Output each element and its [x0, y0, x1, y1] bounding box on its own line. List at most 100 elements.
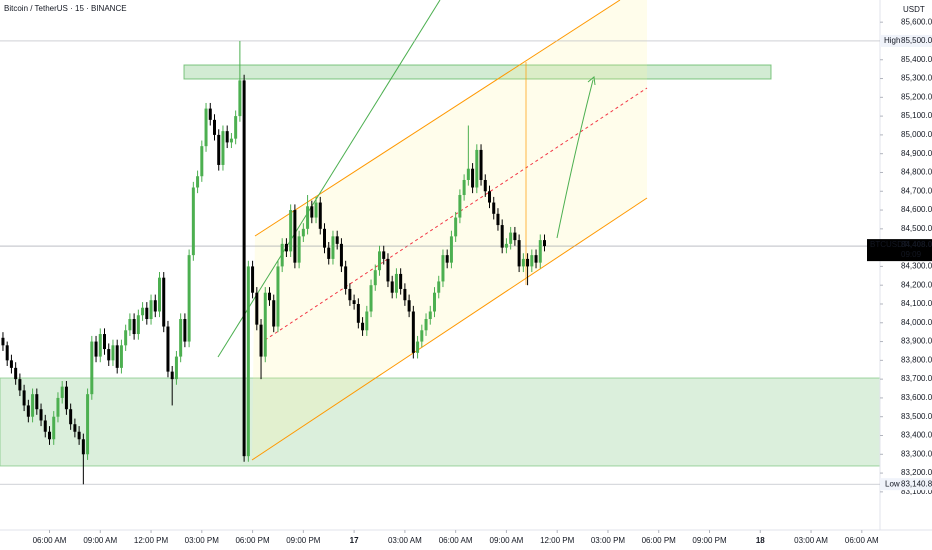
- candle-body: [348, 288, 352, 301]
- candle-body: [454, 217, 458, 237]
- candle-body: [378, 251, 381, 271]
- high-name: High: [884, 36, 900, 45]
- candle-body: [56, 397, 60, 417]
- candle-body: [234, 116, 238, 139]
- candle-body: [433, 292, 436, 312]
- candle-body: [255, 292, 259, 325]
- x-tick-label: 03:00 AM: [794, 536, 828, 545]
- candle-body: [293, 210, 297, 263]
- candle-body: [246, 266, 250, 457]
- candle-body: [208, 108, 212, 120]
- candle-body: [174, 356, 178, 380]
- candle-body: [390, 281, 394, 293]
- candle-body: [323, 228, 326, 248]
- candle-body: [217, 134, 221, 165]
- candle-body: [399, 273, 403, 289]
- candle-body: [479, 149, 483, 180]
- candle-body: [339, 243, 343, 267]
- candle-body: [310, 206, 314, 218]
- candle-body: [441, 255, 445, 282]
- candle-body: [517, 240, 521, 267]
- trend-line: [217, 0, 441, 358]
- x-tick-label: 18: [756, 536, 765, 545]
- y-tick-label: 83,700.00: [901, 374, 932, 383]
- y-tick-label: 83,600.00: [901, 393, 932, 402]
- candle-body: [458, 195, 462, 218]
- x-tick-label: 06:00 AM: [845, 536, 879, 545]
- candle-body: [136, 315, 140, 335]
- candle-body: [170, 371, 174, 380]
- candle-body: [521, 258, 525, 267]
- candle-body: [538, 240, 542, 263]
- x-tick-label: 06:00 AM: [439, 536, 473, 545]
- candle-body: [86, 394, 90, 455]
- demand-zone: [0, 377, 881, 467]
- candle-body: [191, 187, 195, 256]
- candle-body: [445, 255, 449, 263]
- candle-body: [526, 258, 530, 267]
- candle-body: [52, 416, 56, 440]
- candle-body: [289, 210, 293, 252]
- candle-body: [475, 149, 479, 188]
- candle-body: [35, 394, 39, 410]
- candle-body: [318, 202, 322, 229]
- low-label: 83,140.89: [901, 479, 932, 488]
- chart-title: Bitcoin / TetherUS · 15 · BINANCE: [4, 4, 127, 13]
- x-tick-label: 12:00 PM: [134, 536, 169, 545]
- candle-body: [128, 319, 132, 331]
- candle-body: [284, 243, 288, 252]
- projection-arrow: [556, 79, 594, 239]
- candle-body: [327, 247, 331, 259]
- candle-body: [420, 330, 424, 342]
- candle-body: [386, 258, 390, 282]
- countdown: 09:09: [901, 250, 922, 259]
- candle-body: [98, 334, 102, 357]
- candle-body: [107, 349, 111, 361]
- candle-body: [403, 288, 407, 301]
- candle-body: [48, 431, 51, 440]
- y-tick-label: 83,200.00: [901, 468, 932, 477]
- candle-body: [77, 431, 81, 440]
- candle-body: [259, 324, 263, 357]
- candle-body: [94, 341, 98, 357]
- candle-body: [229, 138, 233, 143]
- x-tick-label: 09:00 AM: [83, 536, 117, 545]
- y-tick-label: 84,500.00: [901, 224, 932, 233]
- candle-body: [314, 202, 318, 218]
- supply-zone: [183, 64, 772, 80]
- candle-body: [466, 168, 470, 180]
- candle-body: [115, 345, 119, 368]
- y-tick-label: 84,000.00: [901, 318, 932, 327]
- y-tick-label: 83,300.00: [901, 449, 932, 458]
- candle-body: [179, 319, 183, 357]
- y-tick-label: 83,800.00: [901, 355, 932, 364]
- y-tick-label: 84,600.00: [901, 205, 932, 214]
- candle-body: [504, 243, 508, 248]
- y-tick-label: 85,300.00: [901, 74, 932, 83]
- candle-body: [119, 345, 123, 368]
- candle-body: [200, 146, 204, 177]
- candle-body: [145, 307, 149, 320]
- y-tick-label: 83,500.00: [901, 412, 932, 421]
- candle-body: [492, 202, 496, 214]
- candle-body: [361, 322, 365, 331]
- currency: USDT: [903, 5, 925, 14]
- candle-body: [513, 232, 517, 241]
- candle-body: [103, 334, 106, 350]
- candle-body: [509, 232, 513, 244]
- candle-body: [22, 390, 26, 406]
- candle-body: [81, 439, 85, 455]
- x-tick-label: 03:00 PM: [185, 536, 220, 545]
- candle-body: [428, 311, 432, 320]
- last-symbol: BTCUSDT: [870, 240, 908, 249]
- candle-body: [166, 326, 170, 372]
- candle-body: [530, 255, 534, 267]
- candle-body: [344, 266, 348, 289]
- candle-body: [488, 191, 491, 203]
- y-tick-label: 83,100.00: [901, 487, 932, 496]
- candle-body: [31, 394, 35, 417]
- candle-body: [356, 303, 360, 323]
- channel-upper: [254, 0, 621, 237]
- candle-body: [141, 307, 145, 316]
- candle-body: [272, 300, 276, 327]
